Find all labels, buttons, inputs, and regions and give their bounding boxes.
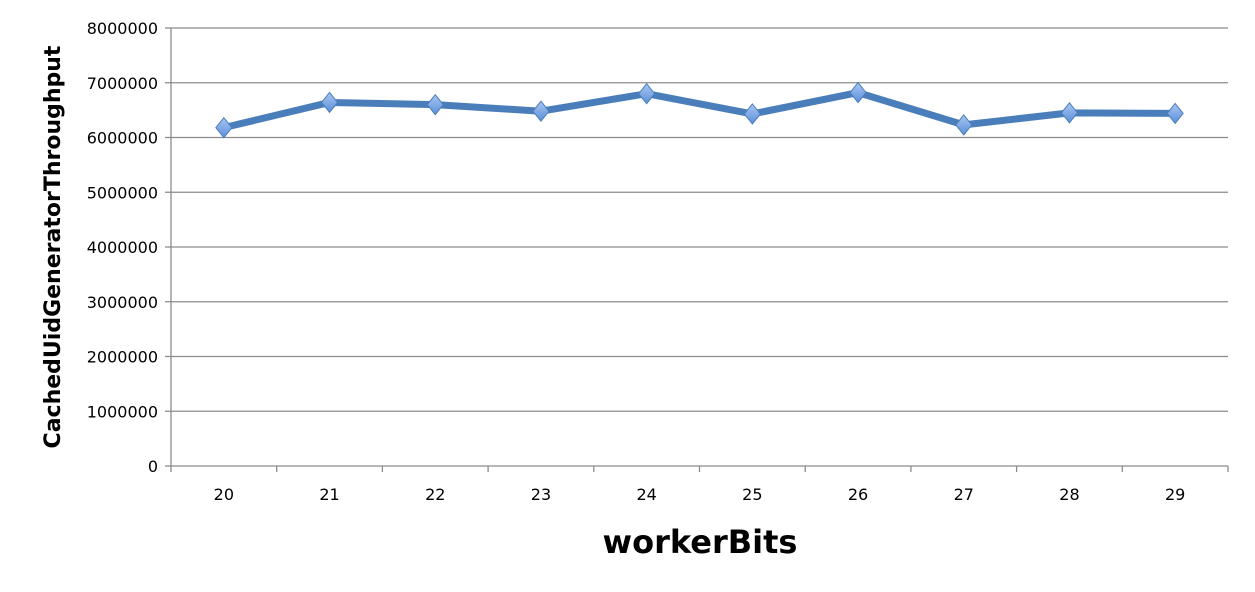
y-tick-label: 4000000 <box>87 238 158 257</box>
data-point-marker <box>955 114 973 136</box>
data-point-marker <box>215 116 233 139</box>
x-tick-label: 20 <box>214 485 234 504</box>
x-tick-label: 21 <box>319 485 339 504</box>
x-tick-label: 25 <box>742 485 762 504</box>
x-axis-label: workerBits <box>603 523 798 561</box>
y-tick-labels: 0 1000000 2000000 3000000 4000000 5000000 6000… <box>87 19 158 476</box>
data-point-marker <box>320 91 339 114</box>
y-tick-label: 6000000 <box>87 129 158 148</box>
data-point-marker <box>849 81 867 104</box>
y-tick-label: 7000000 <box>87 74 158 93</box>
series-line <box>223 89 1176 132</box>
x-tick-label: 29 <box>1165 485 1185 504</box>
data-point-marker <box>1166 102 1184 125</box>
data-point-marker <box>1060 102 1079 124</box>
data-point-marker <box>426 93 444 116</box>
x-tick-label: 22 <box>425 485 445 504</box>
data-point-marker <box>743 103 761 125</box>
x-tick-labels: 20 21 22 23 24 25 26 27 28 29 <box>214 485 1186 504</box>
y-tick-label: 3000000 <box>87 293 158 312</box>
y-tick-label: 2000000 <box>87 348 158 367</box>
series <box>215 81 1184 139</box>
x-tick-label: 24 <box>636 485 656 504</box>
gridlines <box>171 27 1228 412</box>
x-tick-label: 23 <box>531 485 551 504</box>
x-tick-label: 26 <box>848 485 868 504</box>
y-tick-label: 1000000 <box>87 402 158 421</box>
y-tick-label: 8000000 <box>87 19 158 38</box>
y-tick-label: 0 <box>148 457 158 476</box>
y-axis-label: CachedUidGeneratorThroughput <box>41 45 66 448</box>
x-tick-label: 27 <box>954 485 974 504</box>
axes <box>165 27 1229 472</box>
data-point-marker <box>638 82 656 105</box>
x-tick-label: 28 <box>1059 485 1079 504</box>
y-tick-label: 5000000 <box>87 183 158 202</box>
data-point-marker <box>532 100 550 123</box>
